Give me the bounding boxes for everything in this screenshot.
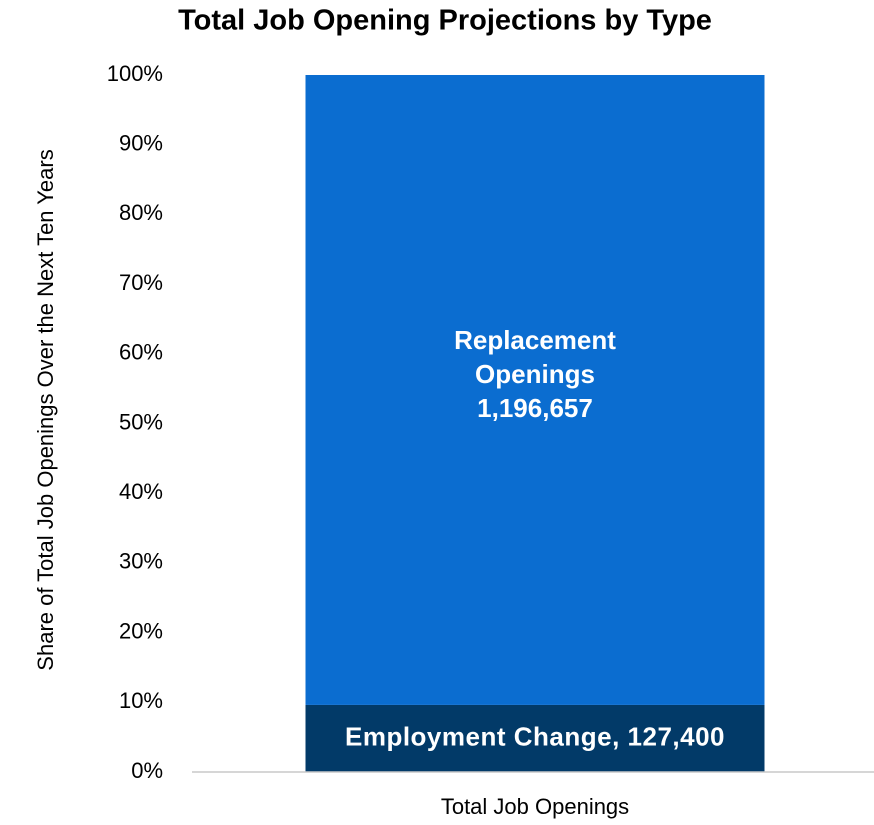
bar-segment: [305, 75, 765, 705]
y-tick-label: 100%: [107, 61, 163, 86]
y-tick-label: 20%: [119, 618, 163, 643]
y-tick-label: 50%: [119, 409, 163, 434]
data-label: Employment Change, 127,400: [345, 721, 725, 751]
y-tick-label: 40%: [119, 479, 163, 504]
bar-segment: [305, 704, 765, 772]
series-name: Replacement Openings: [454, 324, 616, 389]
x-tick-label: Total Job Openings: [441, 794, 629, 819]
y-tick-label: 0%: [131, 758, 163, 783]
y-tick-label: 80%: [119, 200, 163, 225]
y-tick-label: 10%: [119, 688, 163, 713]
y-tick-label: 30%: [119, 549, 163, 574]
y-tick-label: 70%: [119, 270, 163, 295]
data-label: 1,196,657: [477, 392, 593, 423]
y-tick-label: 90%: [119, 131, 163, 156]
y-axis-title: Share of Total Job Openings Over the Nex…: [33, 149, 58, 671]
chart-title: Total Job Opening Projections by Type: [178, 5, 712, 37]
data-label-group: Replacement Openings 1,196,657: [415, 323, 655, 425]
y-tick-label: 60%: [119, 340, 163, 365]
